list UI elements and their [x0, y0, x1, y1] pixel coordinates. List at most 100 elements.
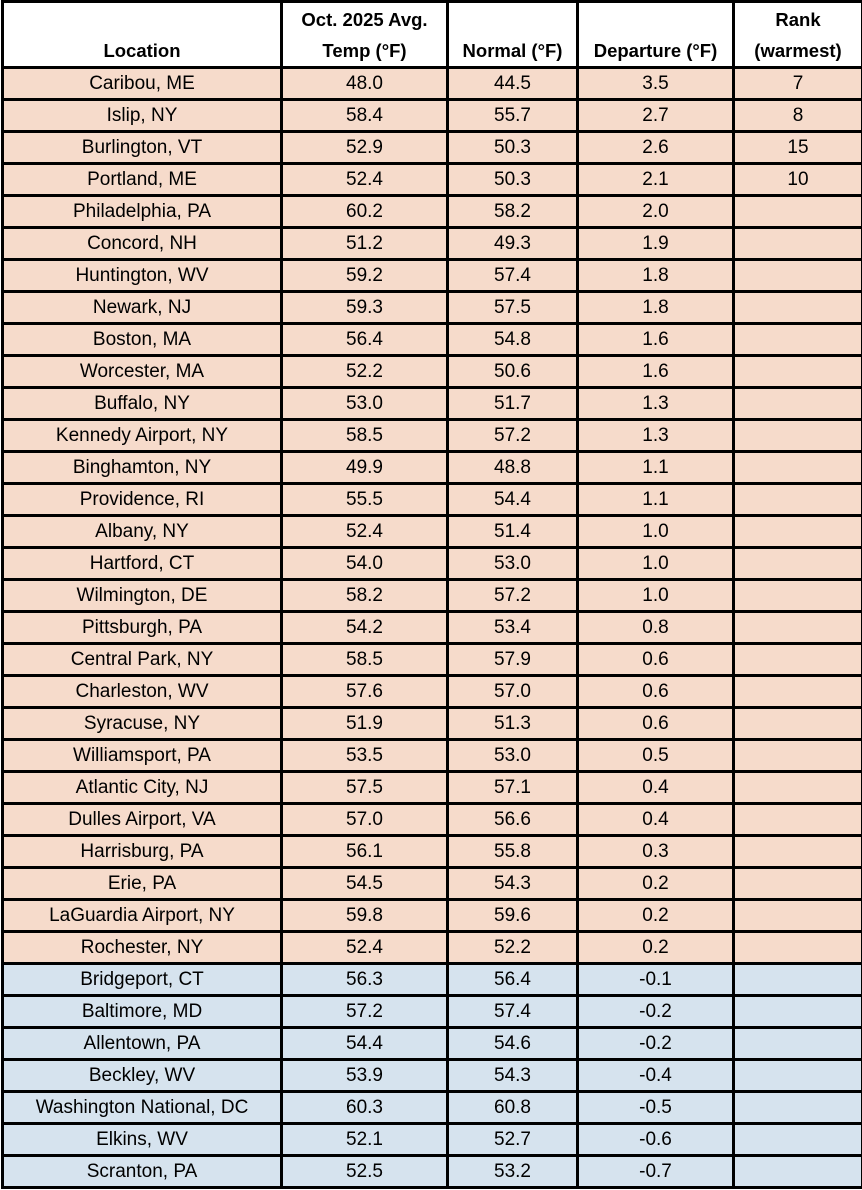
- cell-rank: [732, 738, 862, 773]
- cell-rank: [732, 1058, 862, 1093]
- cell-rank: 8: [732, 98, 862, 133]
- cell-avg-temp: 58.4: [280, 98, 449, 133]
- cell-rank: [732, 354, 862, 389]
- cell-departure: 2.1: [576, 162, 735, 197]
- cell-normal: 51.7: [446, 386, 579, 421]
- cell-normal: 53.2: [446, 1154, 579, 1189]
- cell-avg-temp: 56.1: [280, 834, 449, 869]
- cell-location: LaGuardia Airport, NY: [1, 898, 283, 933]
- header-avg-line2: Temp (°F): [322, 40, 407, 61]
- cell-location: Wilmington, DE: [1, 578, 283, 613]
- cell-rank: [732, 578, 862, 613]
- table-row: Pittsburgh, PA 54.2 53.4 0.8: [1, 610, 862, 645]
- cell-normal: 53.4: [446, 610, 579, 645]
- cell-avg-temp: 56.3: [280, 962, 449, 997]
- cell-location: Philadelphia, PA: [1, 194, 283, 229]
- cell-location: Dulles Airport, VA: [1, 802, 283, 837]
- cell-departure: 1.8: [576, 258, 735, 293]
- cell-avg-temp: 55.5: [280, 482, 449, 517]
- cell-location: Charleston, WV: [1, 674, 283, 709]
- cell-departure: 0.3: [576, 834, 735, 869]
- table-row: Philadelphia, PA 60.2 58.2 2.0: [1, 194, 862, 229]
- cell-normal: 52.2: [446, 930, 579, 965]
- cell-location: Newark, NJ: [1, 290, 283, 325]
- cell-normal: 57.5: [446, 290, 579, 325]
- table-row: Kennedy Airport, NY 58.5 57.2 1.3: [1, 418, 862, 453]
- cell-location: Rochester, NY: [1, 930, 283, 965]
- cell-rank: [732, 322, 862, 357]
- table-row: Dulles Airport, VA 57.0 56.6 0.4: [1, 802, 862, 837]
- cell-location: Beckley, WV: [1, 1058, 283, 1093]
- cell-location: Concord, NH: [1, 226, 283, 261]
- cell-avg-temp: 52.2: [280, 354, 449, 389]
- cell-avg-temp: 57.6: [280, 674, 449, 709]
- cell-location: Worcester, MA: [1, 354, 283, 389]
- cell-rank: [732, 226, 862, 261]
- cell-normal: 55.7: [446, 98, 579, 133]
- cell-departure: -0.2: [576, 1026, 735, 1061]
- cell-departure: 1.6: [576, 322, 735, 357]
- cell-avg-temp: 52.1: [280, 1122, 449, 1157]
- cell-location: Caribou, ME: [1, 66, 283, 101]
- cell-departure: 1.1: [576, 482, 735, 517]
- table-row: Allentown, PA 54.4 54.6 -0.2: [1, 1026, 862, 1061]
- cell-location: Albany, NY: [1, 514, 283, 549]
- cell-avg-temp: 49.9: [280, 450, 449, 485]
- cell-avg-temp: 58.2: [280, 578, 449, 613]
- table-row: Caribou, ME 48.0 44.5 3.5 7: [1, 66, 862, 101]
- table-row: Williamsport, PA 53.5 53.0 0.5: [1, 738, 862, 773]
- cell-avg-temp: 54.4: [280, 1026, 449, 1061]
- cell-rank: [732, 546, 862, 581]
- cell-rank: [732, 1122, 862, 1157]
- cell-departure: 1.1: [576, 450, 735, 485]
- cell-location: Hartford, CT: [1, 546, 283, 581]
- table-row: Central Park, NY 58.5 57.9 0.6: [1, 642, 862, 677]
- cell-rank: [732, 482, 862, 517]
- cell-location: Williamsport, PA: [1, 738, 283, 773]
- table-row: Beckley, WV 53.9 54.3 -0.4: [1, 1058, 862, 1093]
- table-row: Syracuse, NY 51.9 51.3 0.6: [1, 706, 862, 741]
- cell-normal: 51.3: [446, 706, 579, 741]
- cell-location: Washington National, DC: [1, 1090, 283, 1125]
- table-row: Buffalo, NY 53.0 51.7 1.3: [1, 386, 862, 421]
- cell-normal: 54.8: [446, 322, 579, 357]
- table-row: Concord, NH 51.2 49.3 1.9: [1, 226, 862, 261]
- cell-normal: 57.0: [446, 674, 579, 709]
- table-row: Boston, MA 56.4 54.8 1.6: [1, 322, 862, 357]
- cell-avg-temp: 57.5: [280, 770, 449, 805]
- header-rank-line2: (warmest): [754, 40, 842, 61]
- cell-rank: [732, 642, 862, 677]
- cell-location: Pittsburgh, PA: [1, 610, 283, 645]
- cell-location: Harrisburg, PA: [1, 834, 283, 869]
- table-row: Wilmington, DE 58.2 57.2 1.0: [1, 578, 862, 613]
- cell-normal: 57.4: [446, 994, 579, 1029]
- cell-departure: 1.3: [576, 418, 735, 453]
- cell-avg-temp: 57.2: [280, 994, 449, 1029]
- cell-rank: [732, 962, 862, 997]
- cell-avg-temp: 59.8: [280, 898, 449, 933]
- cell-avg-temp: 59.2: [280, 258, 449, 293]
- cell-departure: 0.2: [576, 930, 735, 965]
- cell-departure: -0.6: [576, 1122, 735, 1157]
- cell-avg-temp: 52.4: [280, 514, 449, 549]
- cell-departure: 1.0: [576, 546, 735, 581]
- cell-normal: 55.8: [446, 834, 579, 869]
- table-row: Portland, ME 52.4 50.3 2.1 10: [1, 162, 862, 197]
- cell-location: Portland, ME: [1, 162, 283, 197]
- header-location-label: Location: [103, 40, 181, 61]
- header-departure-label: Departure (°F): [593, 40, 718, 61]
- cell-avg-temp: 52.4: [280, 930, 449, 965]
- cell-avg-temp: 58.5: [280, 642, 449, 677]
- cell-rank: [732, 898, 862, 933]
- table-row: Worcester, MA 52.2 50.6 1.6: [1, 354, 862, 389]
- table-row: Huntington, WV 59.2 57.4 1.8: [1, 258, 862, 293]
- cell-rank: 7: [732, 66, 862, 101]
- cell-location: Erie, PA: [1, 866, 283, 901]
- cell-avg-temp: 54.5: [280, 866, 449, 901]
- cell-rank: [732, 418, 862, 453]
- cell-normal: 54.3: [446, 1058, 579, 1093]
- cell-normal: 48.8: [446, 450, 579, 485]
- cell-location: Kennedy Airport, NY: [1, 418, 283, 453]
- cell-location: Atlantic City, NJ: [1, 770, 283, 805]
- cell-location: Islip, NY: [1, 98, 283, 133]
